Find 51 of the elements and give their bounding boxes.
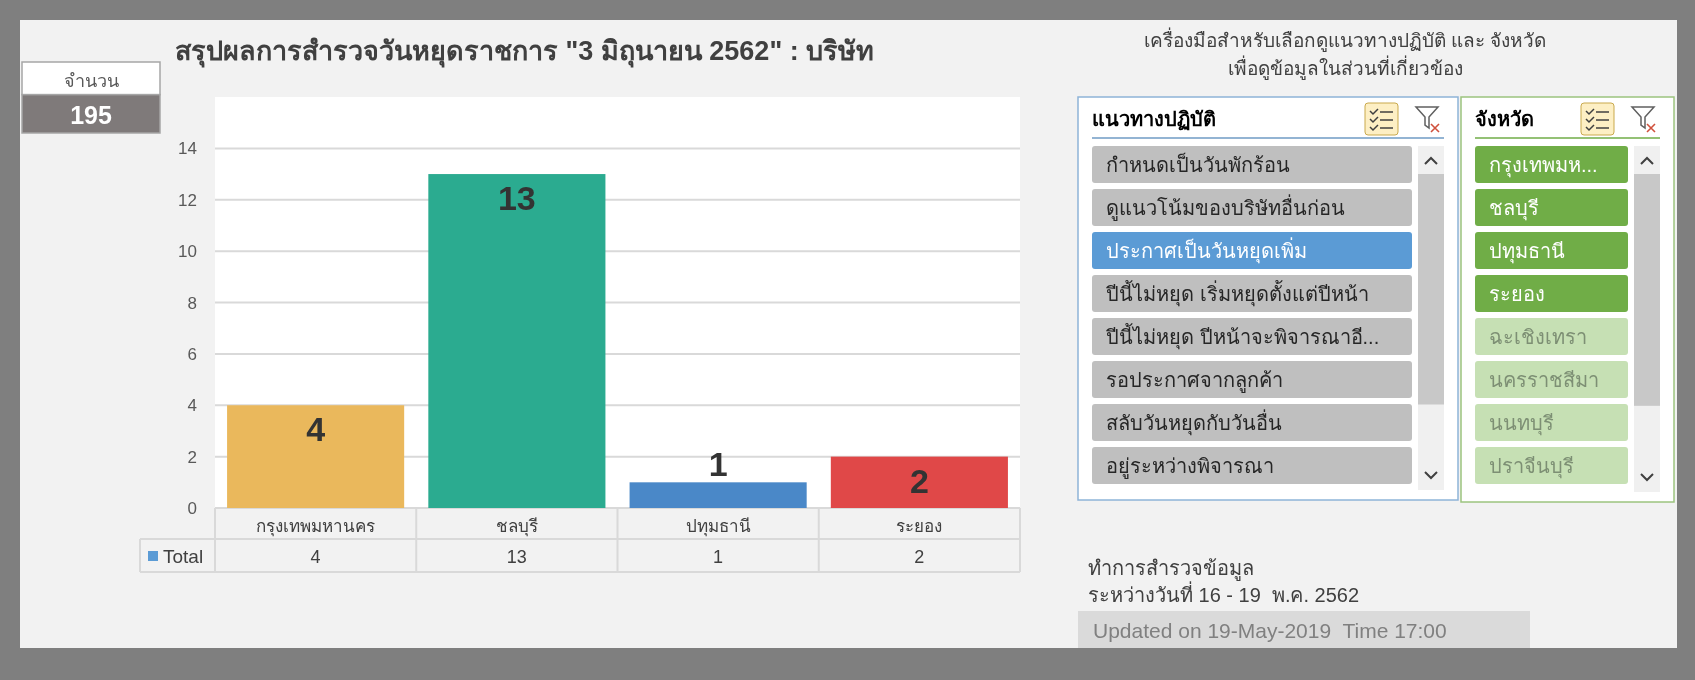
annotation: 13 [497, 179, 536, 218]
x-tick-label: ปทุมธานี [685, 517, 751, 537]
text: จำนวน [63, 71, 119, 91]
chart-title: สรุปผลการสำรวจวันหยุดราชการ "3 มิถุนายน 2562" : บริษัท [175, 36, 875, 68]
category-label: ปราจีนบุรี [1489, 455, 1574, 479]
text: 195 [70, 101, 112, 129]
data-label: 1 [713, 547, 724, 567]
legend-item: Total [148, 546, 204, 567]
bar [428, 174, 606, 508]
y-tick-label: 2 [187, 447, 197, 467]
category-label: นนทบุรี [1489, 412, 1554, 436]
text: แนวทางปฏิบัติ [1092, 108, 1216, 131]
category-label: สลับวันหยุดกับวันอื่น [1106, 409, 1282, 436]
category-label: ระยอง [1489, 283, 1545, 305]
data-label: 2 [914, 547, 925, 567]
y-tick-label: 4 [187, 396, 197, 416]
category-label: นครราชสีมา [1489, 369, 1599, 391]
category-label: กำหนดเป็นวันพักร้อน [1106, 152, 1290, 176]
category-label: รอประกาศจากลูกค้า [1106, 369, 1283, 393]
y-tick-label: 8 [187, 293, 197, 313]
text: ระหว่างวันที่ 16 - 19 พ.ค. 2562 [1088, 581, 1360, 606]
y-tick-label: 0 [187, 499, 197, 518]
bar [227, 405, 405, 508]
text: จังหวัด [1475, 108, 1534, 130]
category-label: ประกาศเป็นวันหยุดเพิ่ม [1106, 237, 1307, 264]
category-label: ดูแนวโน้มของบริษัทอื่นก่อน [1106, 194, 1345, 221]
text: เพื่อดูข้อมูลในส่วนที่เกี่ยวข้อง [1227, 55, 1463, 80]
category-label: ปทุมธานี [1489, 240, 1565, 264]
y-tick-label: 12 [178, 190, 197, 210]
text: เครื่องมือสำหรับเลือกดูแนวทางปฏิบัติ และ จังหวัด [1143, 27, 1547, 52]
category-label: อยู่ระหว่างพิจารณา [1106, 455, 1274, 479]
x-tick-label: กรุงเทพมหานคร [256, 517, 376, 537]
category-label: ฉะเชิงเทรา [1489, 326, 1587, 348]
data-label: 13 [506, 547, 527, 567]
category-label: ปีนี้ไม่หยุด ปีหน้าจะพิจารณาอี... [1106, 323, 1380, 350]
y-tick-label: 10 [178, 242, 197, 262]
y-tick-label: 6 [187, 344, 197, 364]
data-label: 4 [310, 547, 321, 567]
annotation: 2 [909, 461, 929, 500]
y-tick-label: 14 [178, 139, 197, 159]
category-label: ชลบุรี [1489, 197, 1539, 221]
category-label: กรุงเทพมห... [1489, 154, 1598, 178]
text: ทำการสำรวจข้อมูล [1088, 557, 1254, 581]
x-tick-label: ชลบุรี [495, 517, 538, 537]
annotation: 4 [306, 410, 326, 449]
text: Updated on 19-May-2019 Time 17:00 [1093, 619, 1447, 642]
bar [830, 456, 1008, 508]
annotation: 1 [708, 445, 728, 484]
category-label: ปีนี้ไม่หยุด เริ่มหยุดตั้งแต่ปีหน้า [1106, 280, 1369, 307]
bar [629, 482, 807, 508]
x-tick-label: ระยอง [896, 517, 943, 536]
